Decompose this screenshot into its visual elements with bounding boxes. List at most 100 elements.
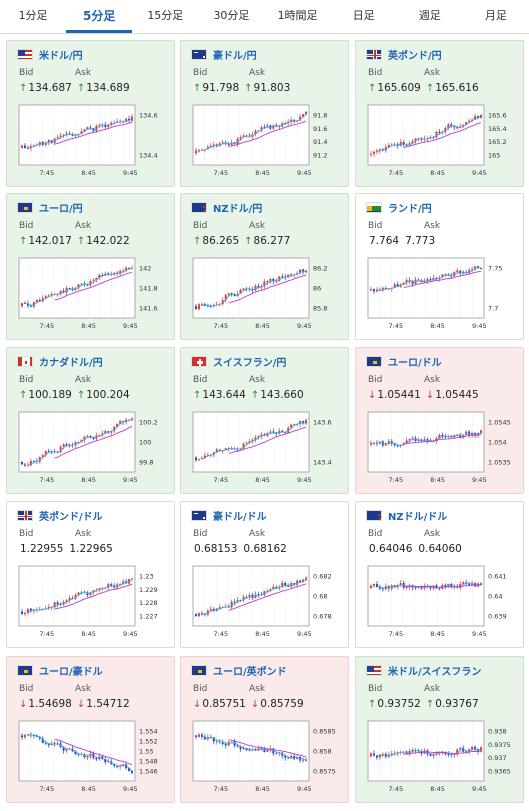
tab-5[interactable]: 日足 — [352, 9, 375, 22]
chart-container[interactable]: 142 141.8 141.6 7:45 8:45 9:45 — [17, 256, 167, 334]
currency-pair[interactable]: 米ドル/円 — [17, 47, 83, 62]
rate-card[interactable]: ランド/円 Bid Ask 7.764 7.773 7.75 7.7 7:45 8:45 9:45 — [355, 193, 524, 340]
chart-container[interactable]: 91.8 91.6 91.4 91.2 7:45 8:45 9:45 — [191, 103, 341, 181]
candle-body — [245, 442, 248, 444]
candle-body — [20, 303, 23, 307]
pair-name[interactable]: ユーロ/円 — [39, 203, 83, 215]
flag-icon — [191, 355, 207, 367]
candle-body — [372, 289, 375, 292]
tab-1[interactable]: 5分足 — [66, 0, 133, 33]
currency-pair[interactable]: ユーロ/英ポンド — [191, 663, 287, 678]
pair-name[interactable]: 豪ドル/円 — [213, 50, 257, 62]
moving-average-short — [376, 748, 482, 757]
pair-name[interactable]: 米ドル/スイスフラン — [388, 666, 482, 678]
chart-container[interactable]: 1.554 1.552 1.55 1.548 1.546 7:45 8:45 9:45 — [17, 719, 167, 797]
candle-body — [393, 443, 396, 446]
rate-card[interactable]: ユーロ/英ポンド Bid Ask ↓0.85751 ↓0.85759 0.8585 0.85… — [180, 656, 349, 803]
pair-name[interactable]: ランド/円 — [388, 203, 432, 215]
currency-pair[interactable]: NZドル/円 — [191, 200, 263, 215]
currency-pair[interactable]: 米ドル/スイスフラン — [366, 663, 482, 678]
candle-body — [450, 124, 453, 127]
pair-name[interactable]: ユーロ/豪ドル — [39, 666, 103, 678]
rate-card[interactable]: 豪ドル/円 Bid Ask ↑91.798 ↑91.803 91.8 91.6 91.4 91.… — [180, 40, 349, 187]
rate-card[interactable]: 米ドル/円 Bid Ask ↑134.687 ↑134.689 134.6 134.4 7:4… — [6, 40, 175, 187]
rate-card[interactable]: NZドル/ドル Bid Ask 0.64046 0.64060 0.641 0.64 0.63… — [355, 501, 524, 648]
rate-card[interactable]: ユーロ/円 Bid Ask ↑142.017 ↑142.022 142 141.8 141.6… — [6, 193, 175, 340]
rate-card[interactable]: 英ポンド/円 Bid Ask ↑165.609 ↑165.616 165.6 165.4 16… — [355, 40, 524, 187]
currency-pair[interactable]: ユーロ/豪ドル — [17, 663, 103, 678]
chart-container[interactable]: 134.6 134.4 7:45 8:45 9:45 — [17, 103, 167, 181]
ask-label: Ask — [75, 375, 92, 385]
ask-label: Ask — [75, 684, 92, 694]
currency-pair[interactable]: 豪ドル/ドル — [191, 508, 267, 523]
candle-body — [305, 270, 308, 273]
rate-card[interactable]: 豪ドル/ドル Bid Ask 0.68153 0.68162 0.682 0.68 0.678… — [180, 501, 349, 648]
rate-card[interactable]: ユーロ/豪ドル Bid Ask ↓1.54698 ↓1.54712 1.554 1.552 1… — [6, 656, 175, 803]
tab-7[interactable]: 月足 — [484, 9, 507, 22]
currency-pair[interactable]: 英ポンド/ドル — [17, 508, 103, 523]
pair-name[interactable]: 英ポンド/ドル — [39, 511, 103, 523]
tab-2[interactable]: 15分足 — [147, 9, 184, 22]
pair-name[interactable]: 豪ドル/ドル — [213, 511, 267, 523]
currency-pair[interactable]: 英ポンド/円 — [366, 47, 442, 62]
tab-3[interactable]: 30分足 — [213, 9, 250, 22]
currency-pair[interactable]: NZドル/ドル — [366, 508, 448, 523]
candle-body — [293, 423, 296, 425]
tab-0[interactable]: 1分足 — [18, 9, 48, 22]
candle-body — [86, 436, 89, 437]
rate-card[interactable]: スイスフラン/円 Bid Ask ↑143.644 ↑143.660 143.6 143.4… — [180, 347, 349, 494]
price-chart: 0.938 0.9375 0.937 0.9365 7:45 8:45 9:45 — [367, 720, 511, 793]
chart-container[interactable]: 100.2 100 99.8 7:45 8:45 9:45 — [17, 410, 167, 488]
rate-card[interactable]: ユーロ/ドル Bid Ask ↓1.05441 ↓1.05445 1.0545 1.054 1… — [355, 347, 524, 494]
currency-pair[interactable]: 豪ドル/円 — [191, 47, 257, 62]
rate-card[interactable]: 英ポンド/ドル Bid Ask 1.22955 1.22965 1.23 1.229 1.22… — [6, 501, 175, 648]
pair-name[interactable]: ユーロ/英ポンド — [213, 666, 287, 678]
flag-icon — [366, 48, 382, 60]
tab-6[interactable]: 週足 — [418, 9, 441, 22]
rate-card[interactable]: 米ドル/スイスフラン Bid Ask ↑0.93752 ↑0.93767 0.938 0.9… — [355, 656, 524, 803]
chart-container[interactable]: 0.938 0.9375 0.937 0.9365 7:45 8:45 9:45 — [366, 719, 516, 797]
y-tick-label: 0.9365 — [488, 768, 511, 776]
candle-body — [275, 125, 278, 127]
chart-container[interactable]: 1.0545 1.054 1.0535 7:45 8:45 9:45 — [366, 410, 516, 488]
candle-body — [453, 126, 456, 128]
candle-body — [375, 583, 378, 587]
rate-card[interactable]: カナダドル/円 Bid Ask ↑100.189 ↑100.204 100.2 100 99.… — [6, 347, 175, 494]
chart-container[interactable]: 143.6 143.4 7:45 8:45 9:45 — [191, 410, 341, 488]
currency-pair[interactable]: スイスフラン/円 — [191, 354, 287, 369]
rate-card[interactable]: NZドル/円 Bid Ask ↑86.265 ↑86.277 86.2 86 85.8 7:45… — [180, 193, 349, 340]
chart-container[interactable]: 0.682 0.68 0.678 7:45 8:45 9:45 — [191, 564, 341, 642]
pair-name[interactable]: NZドル/ドル — [388, 511, 448, 523]
chart-container[interactable]: 165.6 165.4 165.2 165 7:45 8:45 9:45 — [366, 103, 516, 181]
pair-name[interactable]: 米ドル/円 — [39, 50, 83, 62]
candle-body — [200, 613, 203, 615]
tab-4[interactable]: 1時間足 — [277, 9, 318, 22]
currency-pair[interactable]: ユーロ/ドル — [366, 354, 442, 369]
candle-body — [29, 460, 32, 466]
y-tick-label: 1.229 — [139, 586, 158, 594]
chart-container[interactable]: 0.641 0.64 0.639 7:45 8:45 9:45 — [366, 564, 516, 642]
pair-name[interactable]: ユーロ/ドル — [388, 357, 442, 369]
y-tick-label: 0.68 — [313, 593, 327, 601]
chart-container[interactable]: 1.23 1.229 1.228 1.227 7:45 8:45 9:45 — [17, 564, 167, 642]
currency-pair[interactable]: ユーロ/円 — [17, 200, 83, 215]
pair-name[interactable]: カナダドル/円 — [39, 357, 103, 369]
candle-body — [32, 145, 35, 147]
currency-pair[interactable]: ランド/円 — [366, 200, 432, 215]
y-tick-label: 1.546 — [139, 768, 158, 776]
moving-average-long — [403, 270, 482, 289]
pair-name[interactable]: 英ポンド/円 — [388, 50, 442, 62]
pair-name[interactable]: NZドル/円 — [213, 203, 263, 215]
x-tick-label: 8:45 — [255, 785, 270, 793]
y-tick-label: 0.639 — [488, 613, 507, 621]
currency-pair[interactable]: カナダドル/円 — [17, 354, 103, 369]
candle-body — [101, 756, 104, 760]
pair-name[interactable]: スイスフラン/円 — [213, 357, 287, 369]
chart-container[interactable]: 86.2 86 85.8 7:45 8:45 9:45 — [191, 256, 341, 334]
chart-container[interactable]: 0.8585 0.858 0.8575 7:45 8:45 9:45 — [191, 719, 341, 797]
chart-container[interactable]: 7.75 7.7 7:45 8:45 9:45 — [366, 256, 516, 334]
candle-body — [35, 299, 38, 303]
candle-body — [302, 114, 305, 117]
ask-value-group: 7.773 — [404, 235, 435, 247]
candle-body — [218, 449, 221, 452]
